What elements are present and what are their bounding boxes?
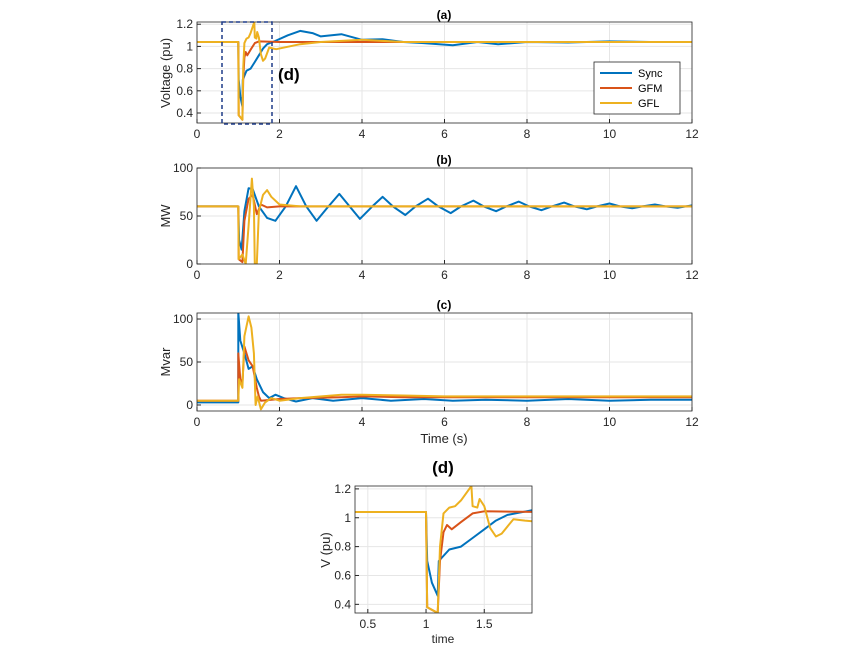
x-tick-label: 6 — [441, 268, 448, 282]
series-line-gfl-d — [355, 486, 532, 613]
x-tick-label: 2 — [276, 415, 283, 429]
y-tick-label: 0.6 — [176, 84, 193, 98]
y-tick-label: 0.4 — [176, 106, 193, 120]
series-line-gfm-c — [197, 345, 692, 402]
ylabel-a: Voltage (pu) — [158, 38, 173, 108]
x-tick-label: 6 — [441, 415, 448, 429]
y-tick-label: 1 — [186, 39, 193, 53]
x-tick-label: 4 — [359, 127, 366, 141]
y-tick-label: 1.2 — [176, 17, 193, 31]
x-tick-label: 0.5 — [359, 617, 376, 631]
plot-area-d — [355, 486, 532, 613]
inset-label: (d) — [278, 65, 300, 84]
x-tick-label: 1 — [423, 617, 430, 631]
x-tick-label: 8 — [524, 127, 531, 141]
y-tick-label: 50 — [180, 209, 194, 223]
xlabel-d: time — [432, 632, 455, 646]
y-tick-label: 0.8 — [176, 62, 193, 76]
title-a: (a) — [437, 8, 452, 22]
axes-box-c — [196, 312, 693, 412]
x-tick-label: 10 — [603, 268, 617, 282]
y-tick-label: 1.2 — [334, 482, 351, 496]
ylabel-c: Mvar — [158, 347, 173, 377]
y-tick-label: 0.6 — [334, 568, 351, 582]
x-tick-label: 1.5 — [476, 617, 493, 631]
x-tick-label: 12 — [685, 127, 699, 141]
legend-label-gfm: GFM — [638, 83, 662, 95]
x-tick-label: 10 — [603, 127, 617, 141]
x-tick-label: 12 — [685, 268, 699, 282]
x-tick-label: 12 — [685, 415, 699, 429]
title-c: (c) — [437, 298, 452, 312]
series-line-gfl-a — [197, 22, 692, 121]
x-tick-label: 8 — [524, 415, 531, 429]
y-tick-label: 0 — [186, 398, 193, 412]
y-tick-label: 1 — [344, 511, 351, 525]
axes-box-a — [196, 21, 693, 124]
y-tick-label: 100 — [173, 161, 193, 175]
ylabel-b: MW — [158, 204, 173, 228]
inset-region-box — [221, 21, 273, 125]
title-d: (d) — [432, 458, 454, 477]
y-tick-label: 0 — [186, 257, 193, 271]
panel-d: 0.5 1 1.5 0.4 0.6 0.8 1 1.2 — [334, 482, 533, 631]
title-b: (b) — [436, 153, 451, 167]
legend-label-gfl: GFL — [638, 98, 659, 110]
ylabel-d: V (pu) — [318, 532, 333, 567]
legend: Sync GFM GFL — [593, 61, 681, 115]
y-tick-label: 0.8 — [334, 540, 351, 554]
x-tick-label: 2 — [276, 268, 283, 282]
x-tick-label: 2 — [276, 127, 283, 141]
series-line-gfl-b — [197, 177, 692, 264]
x-tick-label: 0 — [194, 415, 201, 429]
y-tick-label: 100 — [173, 312, 193, 326]
x-tick-label: 4 — [359, 268, 366, 282]
panel-b: 0 2 4 6 8 10 12 0 50 100 — [173, 161, 699, 282]
legend-label-sync: Sync — [638, 68, 663, 80]
y-tick-label: 50 — [180, 355, 194, 369]
x-tick-label: 0 — [194, 127, 201, 141]
x-tick-label: 10 — [603, 415, 617, 429]
x-tick-label: 8 — [524, 268, 531, 282]
x-tick-label: 0 — [194, 268, 201, 282]
series-line-gfl-c — [197, 315, 692, 411]
x-tick-label: 4 — [359, 415, 366, 429]
panel-c: 0 2 4 6 8 10 12 0 50 100 — [173, 312, 699, 429]
y-tick-label: 0.4 — [334, 597, 351, 611]
axes-box-d — [354, 485, 533, 614]
axes-box-b — [196, 167, 693, 265]
xlabel-c: Time (s) — [420, 431, 467, 446]
x-tick-label: 6 — [441, 127, 448, 141]
